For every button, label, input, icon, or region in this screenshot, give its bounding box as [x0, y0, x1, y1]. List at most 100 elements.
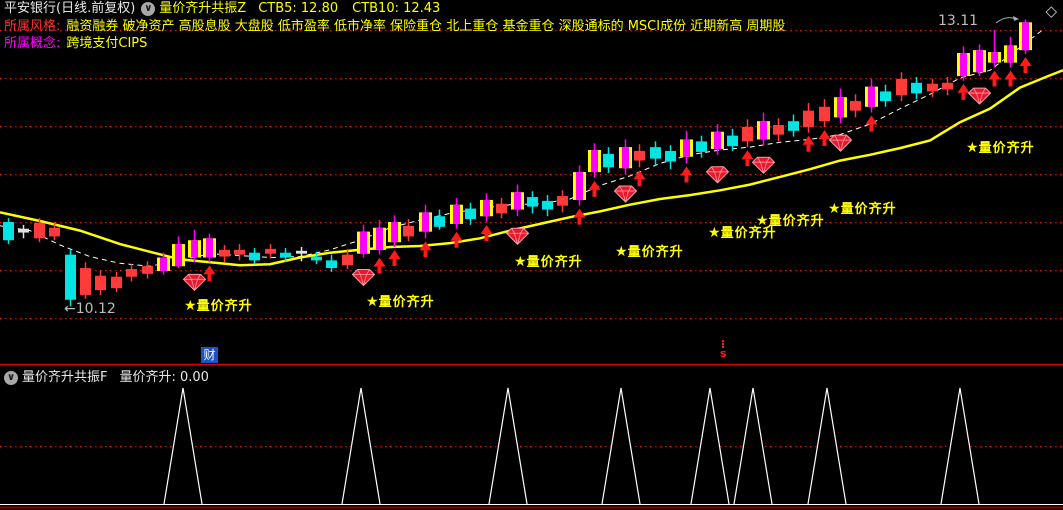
up-arrow-stem	[592, 189, 597, 197]
candle-body	[696, 141, 707, 152]
chart-header: 平安银行(日线.前复权) ∨ 量价齐升共振Z CTB5: 12.80 CTB10…	[4, 1, 440, 16]
gem-diamond-icon	[751, 156, 776, 174]
concept-tags[interactable]: 跨境支付CIPS	[66, 36, 148, 51]
up-arrow-stem	[484, 234, 489, 241]
signal-candle-core	[868, 86, 875, 107]
up-arrow-stem	[961, 92, 966, 100]
star-icon: ★	[708, 225, 721, 241]
gem-facets	[829, 134, 852, 152]
up-arrow-icon	[450, 231, 463, 241]
star-icon: ★	[615, 244, 628, 260]
up-arrow-stem	[423, 250, 428, 258]
gem-facets	[752, 156, 775, 174]
up-arrow-stem	[992, 79, 997, 87]
candle-body	[142, 266, 153, 274]
signal-spike	[807, 387, 847, 505]
candle-body	[95, 275, 106, 291]
signal-candle-core	[191, 240, 198, 258]
concept-label: 所属概念:	[4, 36, 61, 51]
window-diamond-icon[interactable]: ◇	[1045, 2, 1057, 20]
candle-body	[496, 203, 507, 214]
up-arrow-icon	[588, 180, 601, 190]
s-sell-marker[interactable]: s	[720, 347, 727, 360]
candle-body	[773, 125, 784, 135]
signal-text: 量价齐升	[196, 299, 253, 314]
up-arrow-icon	[988, 70, 1001, 80]
buy-signal-label: ★量价齐升	[966, 137, 1035, 156]
left-arrow-icon: ←	[64, 301, 76, 317]
candle-body	[542, 200, 553, 210]
up-arrow-icon	[373, 257, 386, 267]
signal-text: 量价齐升	[526, 255, 583, 270]
candle-body	[896, 78, 907, 96]
gem-diamond-icon	[828, 134, 853, 152]
concept-row: 所属概念: 跨境支付CIPS	[4, 36, 147, 51]
gem-facets	[706, 166, 729, 183]
candle-body	[942, 82, 953, 90]
candle-body	[3, 222, 14, 241]
main-indicator-name[interactable]: 量价齐升共振Z	[159, 1, 247, 16]
up-arrow-icon	[1019, 57, 1032, 66]
indicator-collapse-icon[interactable]: ∨	[141, 1, 156, 16]
signal-text: 量价齐升	[378, 295, 435, 310]
signal-candle-core	[160, 257, 167, 271]
buy-signal-label: ★量价齐升	[756, 210, 825, 229]
up-arrow-stem	[377, 266, 382, 274]
ctb5-value: CTB5: 12.80	[258, 1, 339, 16]
low-price-annotation: ←10.12	[64, 301, 116, 317]
candle-body	[265, 248, 276, 254]
candle-body	[819, 106, 830, 122]
candle-body	[219, 249, 230, 257]
candle-body	[742, 126, 753, 142]
up-arrow-stem	[806, 144, 811, 152]
gem-diamond-icon	[505, 227, 530, 245]
signal-candle-core	[622, 147, 629, 169]
candle-body	[18, 228, 29, 233]
up-arrow-stem	[1008, 79, 1013, 87]
candle-body	[311, 256, 322, 261]
up-arrow-stem	[869, 124, 874, 132]
style-label: 所属风格:	[4, 19, 61, 34]
sub-indicator-name[interactable]: 量价齐升共振F	[22, 370, 108, 385]
signal-text: 量价齐升	[978, 141, 1035, 156]
candle-body	[803, 110, 814, 127]
star-icon: ★	[366, 294, 379, 310]
up-arrow-stem	[577, 217, 582, 225]
cai-news-marker[interactable]: 财	[201, 347, 218, 363]
style-tags[interactable]: 融资融券 破净资产 高股息股 大盘股 低市盈率 低市净率 保险重仓 北上重仓 基…	[66, 19, 786, 34]
up-arrow-icon	[388, 249, 401, 259]
sub-indicator-collapse-icon[interactable]: ∨	[4, 370, 18, 385]
signal-candle-core	[175, 244, 182, 267]
candle-body	[465, 208, 476, 220]
signal-candle-core	[683, 139, 690, 157]
candle-body	[911, 82, 922, 94]
candle-body	[434, 216, 445, 227]
up-arrow-icon	[633, 170, 646, 180]
buy-signal-label: ★量价齐升	[708, 222, 777, 241]
candle-body	[49, 227, 60, 237]
signal-candle-core	[1007, 45, 1014, 63]
up-arrow-stem	[454, 240, 459, 248]
candle-body	[342, 254, 353, 266]
style-row: 所属风格: 融资融券 破净资产 高股息股 大盘股 低市盈率 低市净率 保险重仓 …	[4, 19, 785, 34]
signal-candle-core	[591, 150, 598, 173]
up-arrow-icon	[957, 83, 970, 93]
candle-body	[403, 225, 414, 237]
up-arrow-icon	[680, 166, 693, 176]
gem-diamond-icon	[351, 269, 376, 287]
candle-body	[65, 254, 76, 300]
signal-candle-core	[760, 121, 767, 140]
signal-candle-core	[376, 227, 383, 250]
signal-candle-core	[976, 50, 983, 73]
candle-body	[234, 249, 245, 255]
candle-body	[788, 121, 799, 131]
candle-body	[557, 196, 568, 206]
candle-body	[927, 83, 938, 92]
star-icon: ★	[514, 254, 527, 270]
up-arrow-icon	[741, 150, 754, 160]
candle-body	[727, 135, 738, 147]
gem-diamond-icon	[182, 273, 207, 292]
sub-indicator-value: 量价齐升: 0.00	[119, 370, 209, 385]
ctb10-value: CTB10: 12.43	[352, 1, 441, 16]
